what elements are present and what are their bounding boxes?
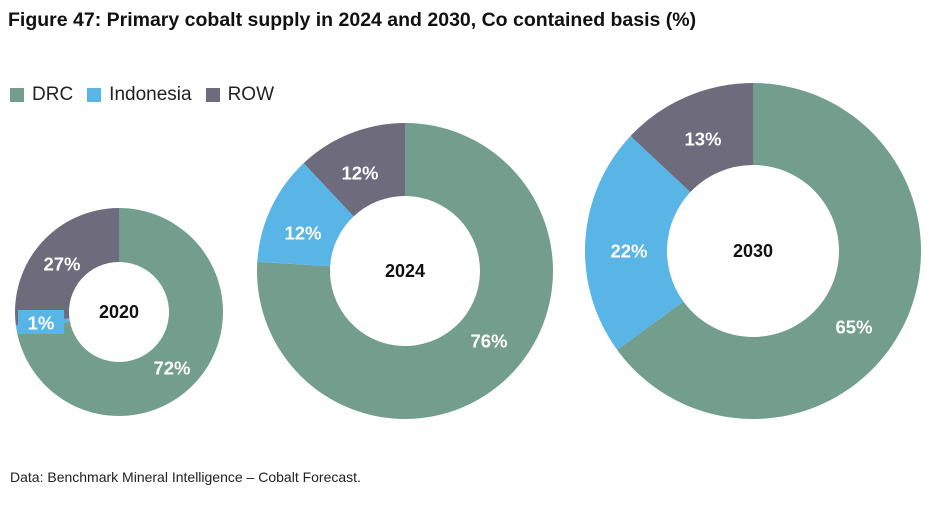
legend: DRC Indonesia ROW [10,84,288,106]
legend-item-row: ROW [205,84,275,106]
slice-drc-2024 [257,123,553,419]
data-label-row-2020: 27% [43,254,80,275]
slice-row-2020 [14,208,119,326]
donut-chart-2020: 72% 1% 27% 2020 [14,208,224,417]
slice-callout-indonesia-2020 [18,310,64,334]
data-label-row-2030: 13% [684,129,721,150]
slice-drc-2030 [617,83,921,420]
legend-item-drc: DRC [10,84,73,106]
slice-drc-2020 [16,208,224,417]
slice-indonesia-2030 [585,135,691,350]
source-note: Data: Benchmark Mineral Intelligence – C… [10,469,361,485]
center-label-2020: 2020 [99,302,139,322]
data-label-indonesia-2030: 22% [610,241,647,262]
legend-item-indonesia: Indonesia [87,84,192,106]
donut-chart-2030: 65% 22% 13% 2030 [585,83,921,420]
legend-swatch-indonesia [87,88,102,102]
legend-swatch-drc [10,88,24,102]
slice-row-2030 [630,83,753,193]
figure-title: Figure 47: Primary cobalt supply in 2024… [8,9,697,31]
legend-label-drc: DRC [32,84,74,105]
data-label-row-2024: 12% [341,163,378,184]
legend-label-indonesia: Indonesia [109,84,192,105]
slice-indonesia-2024 [257,163,354,267]
data-label-indonesia-2024: 12% [284,223,321,244]
legend-label-row: ROW [227,84,275,105]
slice-row-2024 [303,123,405,217]
donut-chart-2024: 76% 12% 12% 2024 [257,123,553,419]
data-label-drc-2024: 76% [470,331,507,352]
data-label-indonesia-2020: 1% [28,313,55,334]
legend-swatch-row [205,88,220,102]
data-label-drc-2020: 72% [153,358,190,379]
data-label-drc-2030: 65% [835,317,872,338]
center-label-2030: 2030 [733,241,773,261]
center-label-2024: 2024 [385,261,425,281]
